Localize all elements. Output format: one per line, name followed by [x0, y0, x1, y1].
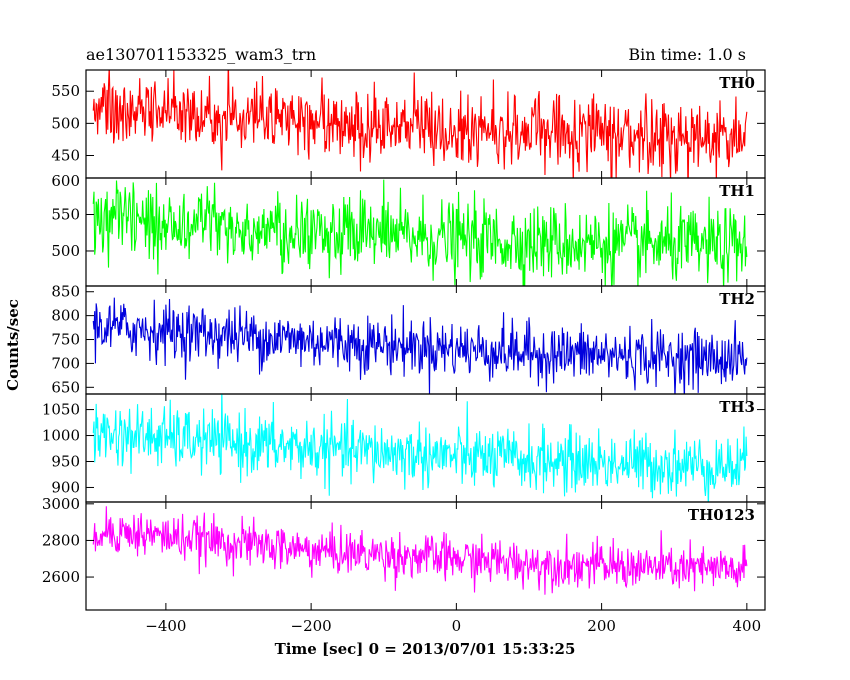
series-line-th3: [92, 394, 748, 502]
y-tick-label: 500: [51, 114, 80, 132]
y-tick-label: 900: [51, 478, 80, 496]
y-tick-label: 750: [51, 331, 80, 349]
x-tick-label: −200: [291, 617, 332, 635]
y-tick-label: 850: [51, 283, 80, 301]
x-axis-label: Time [sec] 0 = 2013/07/01 15:33:25: [275, 640, 576, 658]
panels-layer: 450 500 550 TH0 500 550 600 TH1 650 700 750 800 850 T…: [42, 69, 766, 611]
x-tick-label: 0: [452, 617, 462, 635]
observation-title: ae130701153325_wam3_trn: [86, 45, 316, 64]
panel-th3: 900 950 1000 1050 TH3: [42, 393, 766, 503]
y-tick-label: 600: [51, 172, 80, 190]
y-tick-label: 3000: [42, 495, 80, 513]
y-tick-label: 550: [51, 205, 80, 223]
panel-th1: 500 550 600 TH1: [51, 172, 766, 287]
series-line-th0123: [92, 506, 748, 595]
panel-frame: [85, 501, 766, 611]
y-tick-label: 2600: [42, 568, 80, 586]
x-tick-labels: −400 −200 0 200 400: [145, 617, 761, 635]
panel-label: TH3: [719, 398, 755, 416]
panel-label: TH1: [719, 182, 755, 200]
y-tick-label: 500: [51, 242, 80, 260]
panel-label: TH0: [719, 74, 755, 92]
y-tick-label: 450: [51, 147, 80, 165]
panel-th0: 450 500 550 TH0: [51, 69, 766, 179]
y-tick-label: 2800: [42, 531, 80, 549]
panel-th2: 650 700 750 800 850 TH2: [51, 283, 766, 396]
y-tick-label: 1050: [42, 401, 80, 419]
x-tick-label: 400: [733, 617, 762, 635]
x-tick-label: −400: [145, 617, 186, 635]
series-line-th2: [92, 297, 748, 394]
y-tick-label: 550: [51, 82, 80, 100]
bin-time-label: Bin time: 1.0 s: [628, 45, 746, 64]
series-line-th1: [92, 179, 748, 286]
series-line-th0: [92, 70, 748, 178]
y-tick-label: 800: [51, 307, 80, 325]
y-tick-label: 1000: [42, 427, 80, 445]
panel-label: TH0123: [688, 506, 755, 524]
x-tick-label: 200: [587, 617, 616, 635]
panel-th0123: 2600 2800 3000 TH0123: [42, 495, 766, 611]
y-axis-label: Counts/sec: [4, 299, 22, 391]
y-tick-label: 700: [51, 354, 80, 372]
panel-label: TH2: [719, 290, 755, 308]
y-tick-label: 950: [51, 453, 80, 471]
y-tick-label: 650: [51, 378, 80, 396]
